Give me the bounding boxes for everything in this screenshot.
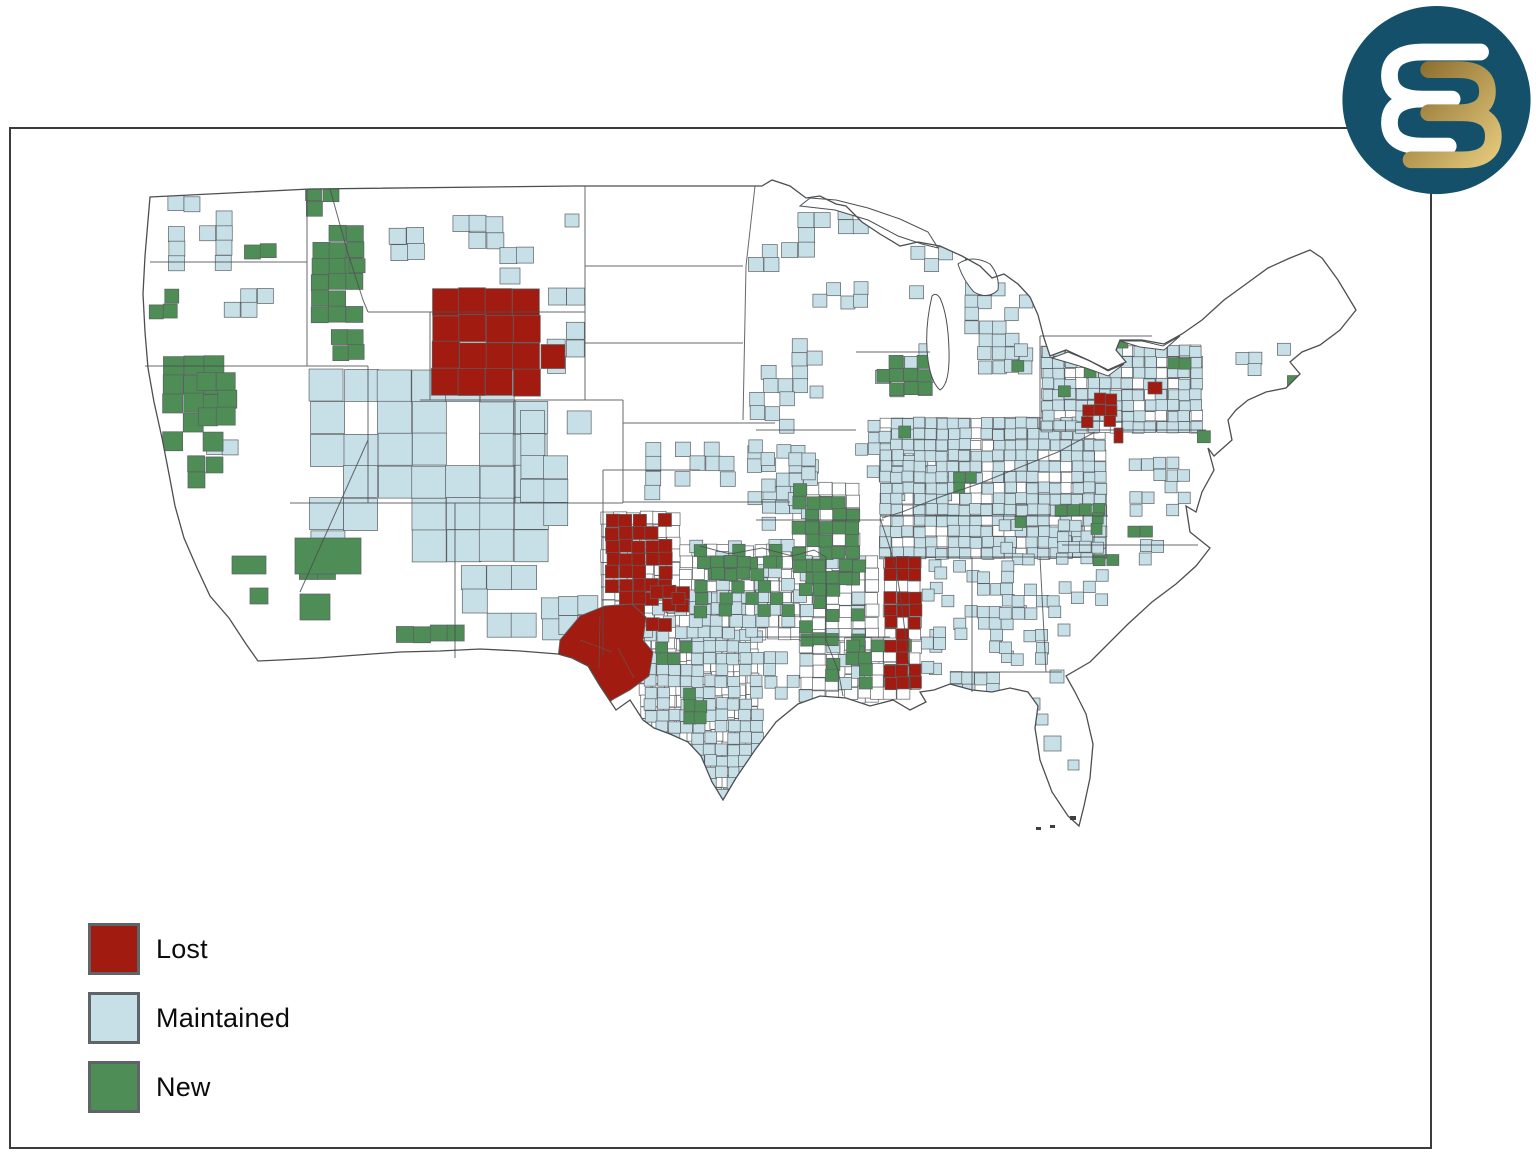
us-outline-border xyxy=(142,179,1357,828)
lake-huron-icon xyxy=(957,258,999,296)
map-frame xyxy=(9,127,1432,1149)
state-borders xyxy=(145,185,1206,697)
legend: Lost Maintained New xyxy=(88,923,290,1113)
legend-swatch-lost xyxy=(88,923,140,975)
lake-erie-icon xyxy=(1050,351,1125,377)
lake-superior-icon xyxy=(798,197,940,249)
legend-label-new: New xyxy=(156,1071,211,1102)
legend-swatch-new xyxy=(88,1061,140,1113)
legend-label-lost: Lost xyxy=(156,933,208,964)
logo-letter-b xyxy=(1402,61,1502,169)
lake-michigan-icon xyxy=(926,293,950,391)
logo-letter-e xyxy=(1381,43,1489,155)
florida-keys-marks xyxy=(1036,816,1076,830)
legend-swatch-maintained xyxy=(88,992,140,1044)
legend-item-new: New xyxy=(88,1061,290,1113)
great-lakes xyxy=(798,197,1181,391)
lake-ontario-icon xyxy=(1119,335,1181,351)
legend-label-maintained: Maintained xyxy=(156,1002,291,1033)
legend-item-maintained: Maintained xyxy=(88,992,290,1044)
company-logo xyxy=(1342,5,1531,195)
legend-item-lost: Lost xyxy=(88,923,290,975)
